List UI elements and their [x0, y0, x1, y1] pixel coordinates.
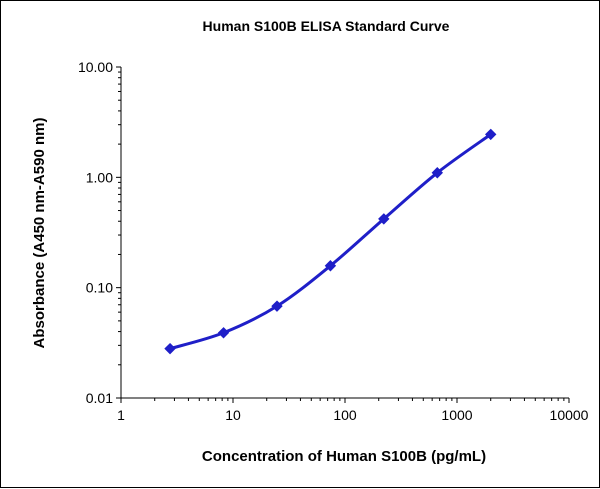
- data-point: [164, 342, 176, 355]
- x-tick-label: 1000: [441, 407, 472, 423]
- series-group: [164, 128, 497, 355]
- series-line: [169, 133, 492, 351]
- axes: [120, 67, 569, 399]
- x-tick-label: 10: [225, 407, 241, 423]
- x-tick-label: 100: [333, 407, 357, 423]
- data-point: [271, 300, 283, 312]
- data-point: [217, 327, 230, 339]
- y-axis-label: Absorbance (A450 nm-A590 nm): [31, 118, 48, 349]
- x-tick-label: 1: [117, 407, 125, 423]
- y-tick-label: 0.10: [86, 280, 113, 296]
- data-point: [485, 128, 497, 141]
- y-tick-label: 0.01: [86, 390, 113, 406]
- chart-title: Human S100B ELISA Standard Curve: [203, 18, 450, 34]
- y-tick-label: 10.00: [78, 59, 113, 75]
- data-point: [431, 167, 444, 179]
- y-tick-label: 1.00: [86, 169, 113, 185]
- data-point: [378, 213, 390, 225]
- x-tick-label: 10000: [550, 407, 589, 423]
- ticks: 0.01 0.10 1.00 10.00 1 10 100 1000 10000: [78, 59, 589, 423]
- data-point: [324, 260, 337, 272]
- x-axis-label: Concentration of Human S100B (pg/mL): [202, 448, 486, 465]
